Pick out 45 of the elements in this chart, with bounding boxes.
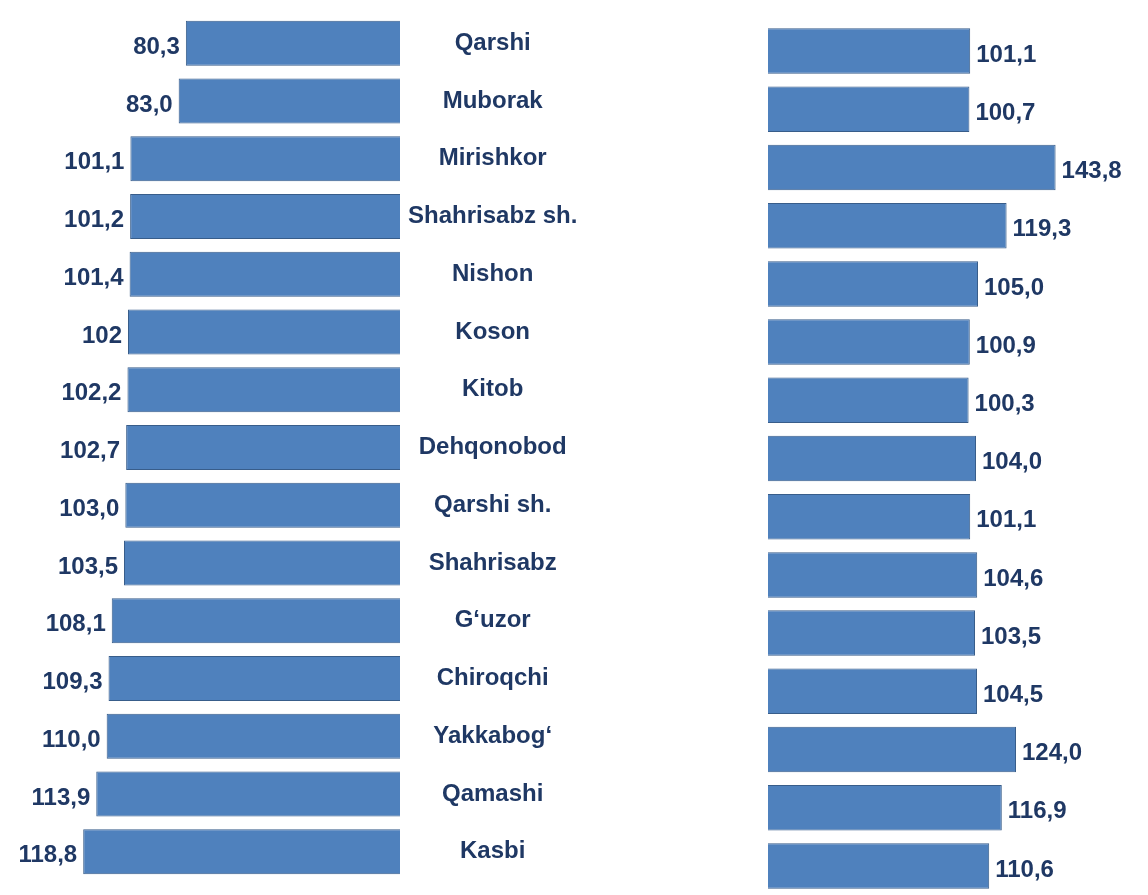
data-label: 101,2 — [64, 205, 125, 233]
data-label: 100,9 — [975, 330, 1036, 358]
data-label: 103,5 — [57, 551, 118, 579]
data-label: 101,1 — [976, 39, 1037, 67]
data-label: 105,0 — [984, 272, 1045, 300]
data-label: 83,0 — [125, 89, 173, 117]
data-label: 119,3 — [1012, 214, 1072, 242]
data-label: 118,8 — [18, 840, 78, 868]
data-label: 104,6 — [983, 563, 1044, 591]
data-label: 113,9 — [31, 782, 91, 810]
data-label: 104,5 — [983, 679, 1044, 707]
y-tick-label: Kasbi — [460, 836, 526, 864]
data-label: 102,7 — [60, 436, 121, 464]
y-tick-label: Dehqonobod — [418, 432, 567, 460]
data-label: 103,5 — [981, 621, 1042, 649]
data-label: 101,1 — [64, 147, 125, 175]
y-tick-label: G‘uzor — [454, 605, 531, 633]
data-label: 124,0 — [1022, 738, 1083, 766]
y-tick-label: Kitob — [462, 374, 524, 402]
y-tick-label: Mirishkor — [438, 143, 547, 171]
data-label: 101,4 — [63, 262, 125, 290]
data-label: 110,0 — [41, 724, 101, 752]
y-tick-label: Nishon — [452, 258, 534, 286]
data-label: 101,1 — [976, 505, 1037, 533]
data-label: 110,6 — [995, 854, 1054, 882]
data-label: 116,9 — [1007, 796, 1067, 824]
y-tick-label: Shahrisabz — [428, 547, 557, 575]
data-label: 80,3 — [133, 31, 180, 59]
data-label: 108,1 — [45, 609, 106, 637]
data-label: 104,0 — [982, 447, 1043, 475]
y-tick-label: Koson — [455, 316, 531, 344]
y-tick-label: Yakkabog‘ — [433, 720, 553, 748]
data-label: 100,7 — [975, 97, 1036, 125]
y-tick-label: Qarshi — [454, 27, 531, 55]
y-tick-label: Qamashi — [442, 778, 544, 806]
data-label: 109,3 — [42, 667, 103, 695]
data-label: 102,2 — [61, 378, 122, 406]
y-tick-label: Muborak — [442, 85, 544, 113]
y-tick-label: Shahrisabz sh. — [408, 201, 578, 229]
data-label: 100,3 — [974, 388, 1035, 416]
data-label: 102 — [81, 320, 122, 348]
y-tick-label: Qarshi sh. — [434, 489, 552, 517]
y-tick-label: Chiroqchi — [436, 663, 549, 691]
data-label: 103,0 — [59, 493, 120, 521]
data-label: 143,8 — [1061, 156, 1122, 184]
